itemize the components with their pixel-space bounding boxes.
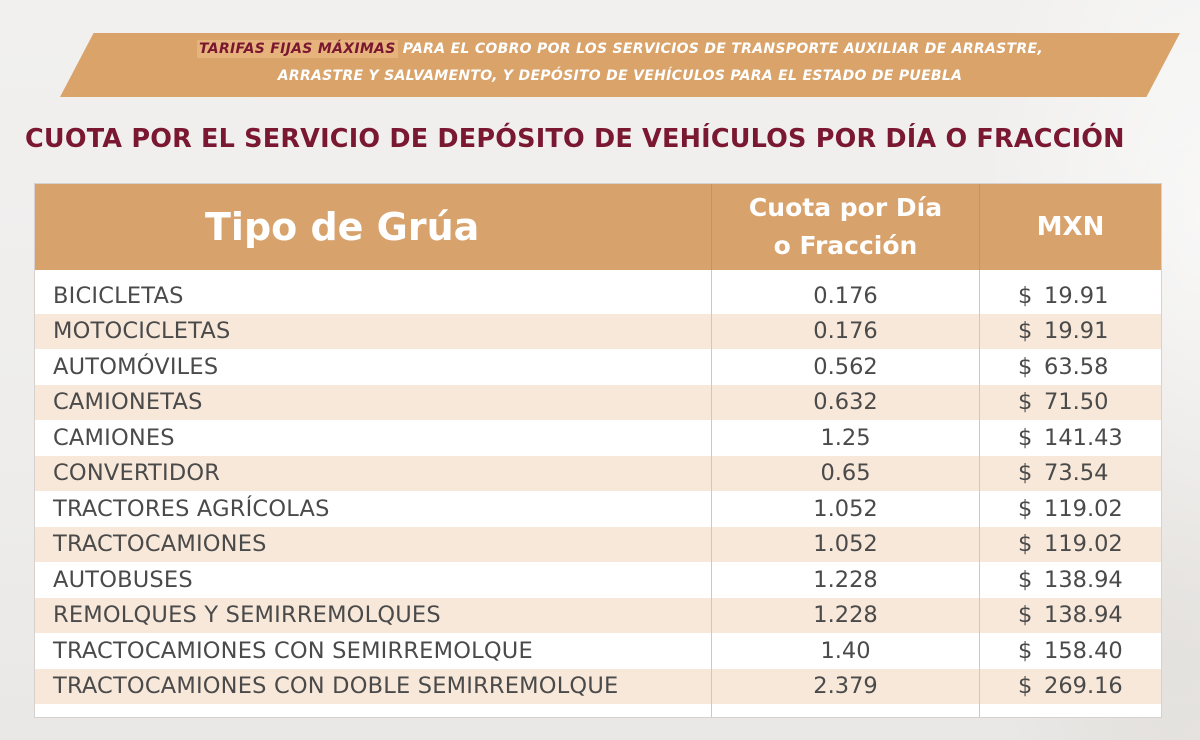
- cell-tipo: CAMIONETAS: [53, 389, 203, 416]
- cell-mxn: $269.16: [979, 668, 1161, 704]
- table-row: TRACTOCAMIONES 1.052 $119.02: [35, 526, 1161, 562]
- amount-value: 63.58: [1044, 353, 1109, 380]
- cell-mxn: $71.50: [979, 384, 1161, 420]
- table-row: CONVERTIDOR 0.65 $73.54: [35, 455, 1161, 491]
- cell-tipo: CAMIONES: [53, 424, 175, 451]
- cell-mxn: $141.43: [979, 420, 1161, 456]
- cell-mxn: $158.40: [979, 633, 1161, 669]
- amount-value: 138.94: [1044, 566, 1123, 593]
- cell-cuota: 0.562: [711, 349, 979, 385]
- table-row: TRACTOCAMIONES CON DOBLE SEMIRREMOLQUE 2.…: [35, 668, 1161, 704]
- currency-symbol: $: [1018, 389, 1033, 416]
- cell-cuota: 1.052: [711, 491, 979, 527]
- cell-mxn: $63.58: [979, 349, 1161, 385]
- cell-cuota: 0.632: [711, 384, 979, 420]
- table-row: BICICLETAS 0.176 $19.91: [35, 278, 1161, 314]
- cell-tipo: BICICLETAS: [53, 282, 184, 309]
- currency-symbol: $: [1018, 424, 1033, 451]
- header-cuota: Cuota por Día o Fracción: [711, 184, 979, 270]
- cell-cuota: 2.379: [711, 668, 979, 704]
- currency-symbol: $: [1018, 318, 1033, 345]
- cell-mxn: $138.94: [979, 597, 1161, 633]
- currency-symbol: $: [1018, 282, 1033, 309]
- cell-tipo: CONVERTIDOR: [53, 460, 221, 487]
- table-row: CAMIONETAS 0.632 $71.50: [35, 384, 1161, 420]
- cell-tipo: REMOLQUES Y SEMIRREMOLQUES: [53, 602, 441, 629]
- table-row: REMOLQUES Y SEMIRREMOLQUES 1.228 $138.94: [35, 597, 1161, 633]
- table-row: CAMIONES 1.25 $141.43: [35, 420, 1161, 456]
- cell-cuota: 1.228: [711, 562, 979, 598]
- currency-symbol: $: [1018, 602, 1033, 629]
- table-row: AUTOMÓVILES 0.562 $63.58: [35, 349, 1161, 385]
- amount-value: 71.50: [1044, 389, 1109, 416]
- amount-value: 73.54: [1044, 460, 1109, 487]
- amount-value: 119.02: [1044, 495, 1123, 522]
- currency-symbol: $: [1018, 566, 1033, 593]
- amount-value: 269.16: [1044, 673, 1123, 700]
- cell-mxn: $119.02: [979, 491, 1161, 527]
- cell-tipo: TRACTOCAMIONES: [53, 531, 267, 558]
- cell-tipo: TRACTOCAMIONES CON DOBLE SEMIRREMOLQUE: [53, 673, 619, 700]
- currency-symbol: $: [1018, 637, 1033, 664]
- amount-value: 141.43: [1044, 424, 1123, 451]
- cell-cuota: 0.65: [711, 455, 979, 491]
- cell-tipo: AUTOMÓVILES: [53, 353, 219, 380]
- section-title: CUOTA POR EL SERVICIO DE DEPÓSITO DE VEH…: [25, 124, 1125, 154]
- cell-cuota: 0.176: [711, 278, 979, 314]
- currency-symbol: $: [1018, 673, 1033, 700]
- cell-cuota: 1.25: [711, 420, 979, 456]
- cell-mxn: $73.54: [979, 455, 1161, 491]
- currency-symbol: $: [1018, 531, 1033, 558]
- banner-highlight: TARIFAS FIJAS MÁXIMAS: [197, 40, 398, 58]
- cell-mxn: $19.91: [979, 313, 1161, 349]
- table-row: AUTOBUSES 1.228 $138.94: [35, 562, 1161, 598]
- amount-value: 19.91: [1044, 282, 1109, 309]
- cell-cuota: 1.40: [711, 633, 979, 669]
- table-row: MOTOCICLETAS 0.176 $19.91: [35, 313, 1161, 349]
- currency-symbol: $: [1018, 495, 1033, 522]
- header-banner: TARIFAS FIJAS MÁXIMAS PARA EL COBRO POR …: [60, 33, 1180, 97]
- rates-table: Tipo de Grúa Cuota por Día o Fracción MX…: [34, 183, 1162, 718]
- cell-mxn: $119.02: [979, 526, 1161, 562]
- cell-mxn: $138.94: [979, 562, 1161, 598]
- header-tipo: Tipo de Grúa: [205, 205, 480, 249]
- cell-tipo: MOTOCICLETAS: [53, 318, 231, 345]
- table-row: TRACTORES AGRÍCOLAS 1.052 $119.02: [35, 491, 1161, 527]
- cell-tipo: TRACTORES AGRÍCOLAS: [53, 495, 330, 522]
- cell-cuota: 1.052: [711, 526, 979, 562]
- cell-mxn: $19.91: [979, 278, 1161, 314]
- cell-cuota: 0.176: [711, 313, 979, 349]
- banner-line-2: ARRASTRE Y SALVAMENTO, Y DEPÓSITO DE VEH…: [277, 68, 963, 84]
- banner-line-1: TARIFAS FIJAS MÁXIMAS PARA EL COBRO POR …: [60, 40, 1180, 58]
- cell-tipo: TRACTOCAMIONES CON SEMIRREMOLQUE: [53, 637, 533, 664]
- amount-value: 19.91: [1044, 318, 1109, 345]
- amount-value: 158.40: [1044, 637, 1123, 664]
- table-body: BICICLETAS 0.176 $19.91 MOTOCICLETAS 0.176 $1…: [35, 278, 1161, 704]
- currency-symbol: $: [1018, 460, 1033, 487]
- currency-symbol: $: [1018, 353, 1033, 380]
- header-mxn: MXN: [979, 184, 1161, 270]
- cell-tipo: AUTOBUSES: [53, 566, 193, 593]
- table-header: Tipo de Grúa Cuota por Día o Fracción MX…: [35, 184, 1161, 270]
- banner-line-1-text: PARA EL COBRO POR LOS SERVICIOS DE TRANS…: [402, 41, 1043, 57]
- cell-cuota: 1.228: [711, 597, 979, 633]
- amount-value: 119.02: [1044, 531, 1123, 558]
- table-row: TRACTOCAMIONES CON SEMIRREMOLQUE 1.40 $158…: [35, 633, 1161, 669]
- amount-value: 138.94: [1044, 602, 1123, 629]
